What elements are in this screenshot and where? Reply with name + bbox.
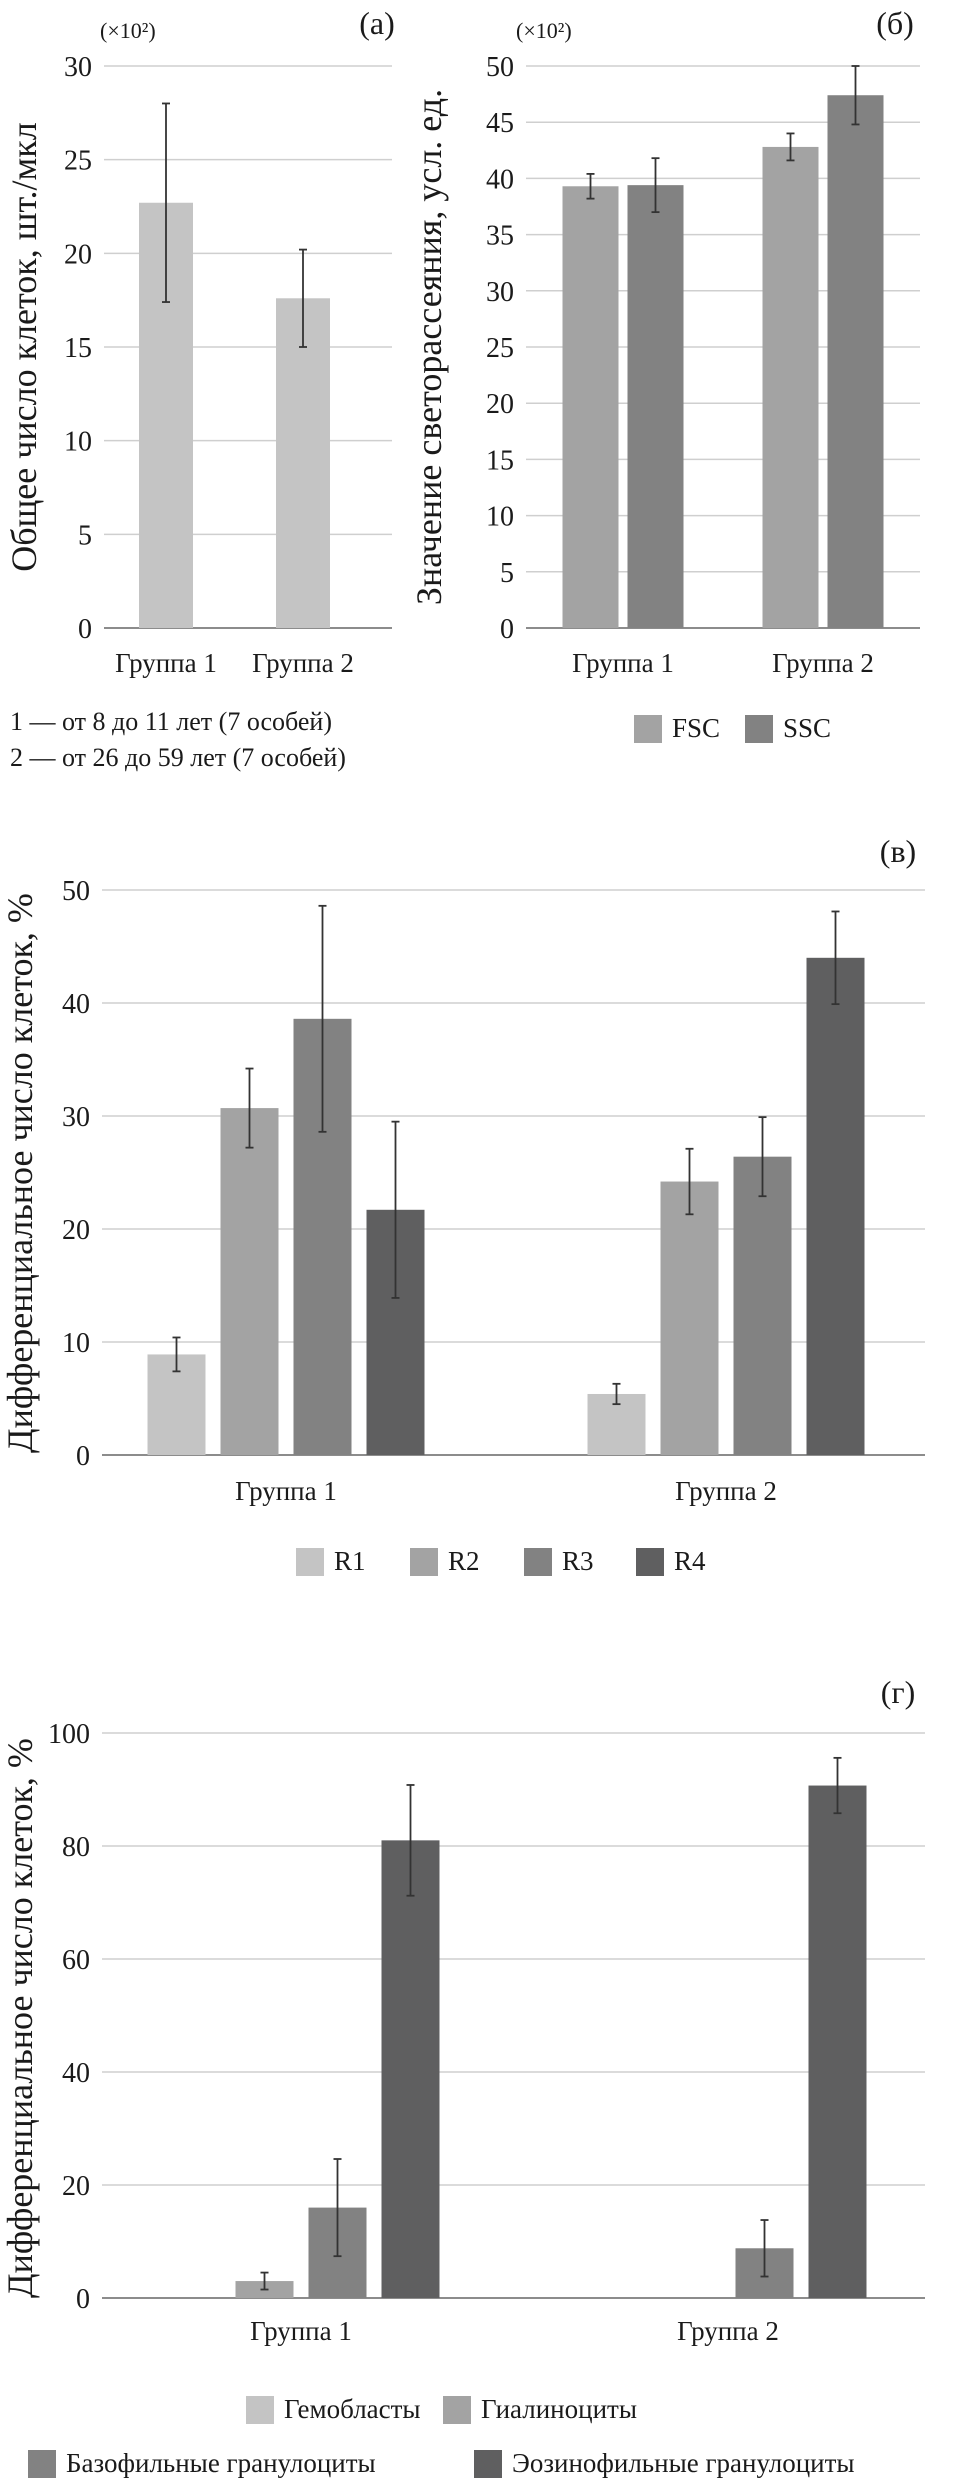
legend-item-2-label: Гиалиноциты bbox=[481, 2394, 637, 2424]
x-tick-label: Группа 1 bbox=[250, 2316, 352, 2346]
y-tick-label: 80 bbox=[62, 1832, 90, 1863]
legend-item-r4-swatch bbox=[636, 1548, 664, 1576]
bar-fsc-1 bbox=[562, 186, 619, 628]
x-tick-label: Группа 2 bbox=[675, 1476, 777, 1506]
legend-item-ssc-label: SSC bbox=[783, 713, 831, 743]
y-tick-label: 10 bbox=[486, 502, 514, 533]
y-tick-label: 30 bbox=[64, 52, 92, 83]
bar-ssc-1 bbox=[627, 185, 684, 629]
x-tick-label: Группа 1 bbox=[115, 648, 217, 678]
legend-item-1-label: Гемобласты bbox=[284, 2394, 421, 2424]
y-axis-label: Дифференциальное число клеток, % bbox=[0, 893, 40, 1453]
y-tick-label: 45 bbox=[486, 108, 514, 139]
y-tick-label: 5 bbox=[78, 520, 92, 551]
bar-r3-2 bbox=[733, 1156, 792, 1455]
y-tick-label: 15 bbox=[64, 333, 92, 364]
y-tick-label: 20 bbox=[486, 389, 514, 420]
y-tick-label: 20 bbox=[64, 239, 92, 270]
multiplier-label: (×10²) bbox=[100, 18, 156, 43]
y-axis-label: Дифференциальное число клеток, % bbox=[0, 1738, 40, 2298]
panel-label: (в) bbox=[880, 833, 916, 869]
legend-item-r1-swatch bbox=[296, 1548, 324, 1576]
legend-item-r3-label: R3 bbox=[562, 1546, 594, 1576]
x-tick-label: Группа 2 bbox=[252, 648, 354, 678]
chart-g: 0 20 40 60 80 100 Дифференциальное число клето… bbox=[0, 1674, 925, 2346]
y-tick-label: 0 bbox=[500, 614, 514, 645]
y-tick-label: 35 bbox=[486, 221, 514, 252]
y-axis-label: Значение светорассеяния, усл. ед. bbox=[409, 89, 449, 605]
bar-series-2 bbox=[276, 298, 330, 628]
y-tick-label: 5 bbox=[500, 558, 514, 589]
y-tick-label: 0 bbox=[78, 614, 92, 645]
y-tick-label: 40 bbox=[486, 164, 514, 195]
legend-item-3-swatch bbox=[28, 2450, 56, 2478]
y-tick-label: 40 bbox=[62, 989, 90, 1020]
bar-fsc-2 bbox=[762, 146, 819, 629]
y-tick-label: 50 bbox=[486, 52, 514, 83]
y-tick-label: 60 bbox=[62, 1945, 90, 1976]
legend-g: Гемобласты Гиалиноциты Базофильные грануло… bbox=[28, 2394, 855, 2478]
chart-b: 0 5 10 15 20 25 30 35 40 45 50 Значение светорассея… bbox=[409, 5, 920, 678]
legend-item-4-swatch bbox=[474, 2450, 502, 2478]
legend-item-r2-swatch bbox=[410, 1548, 438, 1576]
y-tick-label: 15 bbox=[486, 445, 514, 476]
legend-item-fsc-label: FSC bbox=[672, 713, 720, 743]
legend-item-r3-swatch bbox=[524, 1548, 552, 1576]
y-tick-label: 25 bbox=[486, 333, 514, 364]
multiplier-label: (×10²) bbox=[516, 18, 572, 43]
chart-a: 0 5 10 15 20 25 30 Общее число клеток, шт./мкл (… bbox=[4, 5, 395, 772]
legend-item-4-label: Эозинофильные гранулоциты bbox=[512, 2448, 855, 2478]
bar-r2-1 bbox=[220, 1108, 279, 1455]
y-tick-label: 30 bbox=[62, 1102, 90, 1133]
legend-v: R1 R2 R3 R4 bbox=[296, 1546, 706, 1576]
y-tick-label: 20 bbox=[62, 2171, 90, 2202]
bar-ssc-2 bbox=[827, 95, 884, 628]
chart-v: 0 10 20 30 40 50 Дифференциальное число клеток… bbox=[0, 833, 925, 1506]
bar-эозинофильные-гранулоциты-2 bbox=[808, 1785, 867, 2298]
group-note: 1 — от 8 до 11 лет (7 особей) bbox=[10, 707, 332, 736]
y-tick-label: 40 bbox=[62, 2058, 90, 2089]
group-note: 2 — от 26 до 59 лет (7 особей) bbox=[10, 743, 346, 772]
x-tick-label: Группа 2 bbox=[677, 2316, 779, 2346]
x-tick-label: Группа 1 bbox=[235, 1476, 337, 1506]
legend-b: FSC SSC bbox=[634, 713, 831, 743]
y-tick-label: 30 bbox=[486, 277, 514, 308]
y-tick-label: 25 bbox=[64, 146, 92, 177]
y-tick-label: 50 bbox=[62, 876, 90, 907]
x-tick-label: Группа 1 bbox=[572, 648, 674, 678]
legend-item-r1-label: R1 bbox=[334, 1546, 366, 1576]
panel-label: (г) bbox=[881, 1674, 915, 1710]
y-axis-label: Общее число клеток, шт./мкл bbox=[4, 122, 44, 572]
legend-item-2-swatch bbox=[443, 2396, 471, 2424]
legend-item-ssc-swatch bbox=[745, 715, 773, 743]
y-tick-label: 20 bbox=[62, 1215, 90, 1246]
y-tick-label: 0 bbox=[76, 2284, 90, 2315]
panel-label: (б) bbox=[876, 5, 914, 41]
y-tick-label: 0 bbox=[76, 1441, 90, 1472]
bar-r2-2 bbox=[660, 1181, 719, 1455]
y-tick-label: 10 bbox=[64, 427, 92, 458]
bar-r4-2 bbox=[806, 957, 865, 1455]
legend-item-fsc-swatch bbox=[634, 715, 662, 743]
bar-эозинофильные-гранулоциты-1 bbox=[381, 1840, 440, 2298]
legend-item-3-label: Базофильные гранулоциты bbox=[66, 2448, 376, 2478]
legend-item-r2-label: R2 bbox=[448, 1546, 480, 1576]
legend-item-1-swatch bbox=[246, 2396, 274, 2424]
x-tick-label: Группа 2 bbox=[772, 648, 874, 678]
panel-label: (а) bbox=[359, 5, 395, 41]
y-tick-label: 10 bbox=[62, 1328, 90, 1359]
y-tick-label: 100 bbox=[48, 1719, 90, 1750]
legend-item-r4-label: R4 bbox=[674, 1546, 706, 1576]
